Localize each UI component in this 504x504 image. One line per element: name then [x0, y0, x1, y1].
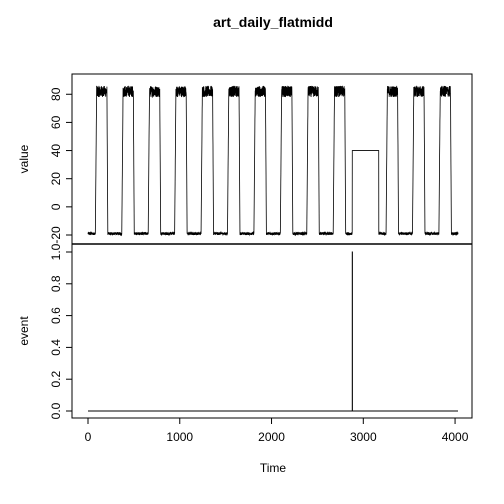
event-y-tick-label: 0.2	[49, 371, 63, 388]
time-x-axis: 0 1000 2000 3000 4000	[85, 417, 469, 444]
top-panel-frame	[71, 73, 473, 245]
value-y-tick-label: 40	[49, 144, 63, 158]
event-y-tick-label: 0.6	[49, 307, 63, 324]
value-y-tick-label: -20	[49, 226, 63, 244]
value-y-tick-label: 60	[49, 115, 63, 129]
value-y-axis: -20 0 20 40 60 80	[49, 87, 73, 244]
value-y-tick-label: 20	[49, 172, 63, 186]
bottom-panel-frame	[71, 243, 473, 419]
value-series-line	[87, 85, 459, 237]
time-x-tick-label: 1000	[166, 430, 193, 444]
time-x-tick-label: 4000	[442, 430, 469, 444]
time-x-tick-label: 3000	[350, 430, 377, 444]
time-axis-label: Time	[260, 461, 287, 475]
event-y-tick-label: 0.0	[49, 402, 63, 419]
event-axis-label: event	[17, 316, 31, 346]
event-y-tick-label: 0.4	[49, 339, 63, 356]
value-y-tick-label: 80	[49, 87, 63, 101]
value-axis-label: value	[17, 144, 31, 173]
event-series-line	[88, 251, 458, 412]
event-y-tick-label: 0.8	[49, 275, 63, 292]
event-y-axis: 0.0 0.2 0.4 0.6 0.8 1.0	[49, 243, 73, 419]
time-x-tick-label: 0	[85, 430, 92, 444]
value-y-tick-label: 0	[49, 203, 63, 210]
event-y-tick-label: 1.0	[49, 243, 63, 260]
time-x-tick-label: 2000	[258, 430, 285, 444]
chart-title: art_daily_flatmidd	[213, 14, 333, 30]
